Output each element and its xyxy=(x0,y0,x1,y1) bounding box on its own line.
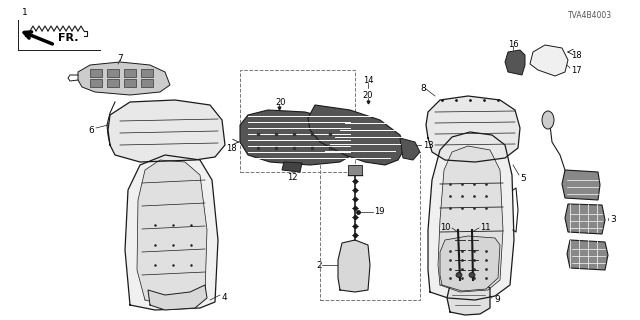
Bar xyxy=(141,79,153,87)
Bar xyxy=(107,69,119,77)
Text: 7: 7 xyxy=(117,53,123,62)
Text: 16: 16 xyxy=(508,39,518,49)
Text: 11: 11 xyxy=(480,223,490,233)
Polygon shape xyxy=(565,204,605,234)
Bar xyxy=(348,165,362,175)
Polygon shape xyxy=(400,138,420,160)
Polygon shape xyxy=(338,240,370,292)
Bar xyxy=(240,70,355,172)
Text: 12: 12 xyxy=(287,172,297,181)
Polygon shape xyxy=(505,50,525,75)
Text: 1: 1 xyxy=(22,7,28,17)
Bar xyxy=(107,79,119,87)
Polygon shape xyxy=(440,236,500,291)
Ellipse shape xyxy=(456,273,462,277)
Polygon shape xyxy=(438,146,503,292)
Polygon shape xyxy=(428,132,514,300)
Text: 6: 6 xyxy=(88,125,93,134)
Polygon shape xyxy=(137,160,207,305)
Text: 14: 14 xyxy=(363,76,373,84)
Text: 17: 17 xyxy=(571,66,582,75)
Polygon shape xyxy=(282,162,302,172)
Bar xyxy=(141,69,153,77)
Text: FR.: FR. xyxy=(58,33,79,43)
Bar xyxy=(124,69,136,77)
Text: 18: 18 xyxy=(571,51,582,60)
Polygon shape xyxy=(567,240,608,270)
Polygon shape xyxy=(447,280,490,315)
Text: 15: 15 xyxy=(358,133,369,142)
Text: 20: 20 xyxy=(363,91,373,100)
Bar xyxy=(320,152,420,300)
Polygon shape xyxy=(108,100,225,162)
Bar xyxy=(90,79,102,87)
Polygon shape xyxy=(426,96,520,162)
Text: 19: 19 xyxy=(374,207,385,217)
Bar xyxy=(124,79,136,87)
Text: 4: 4 xyxy=(222,293,228,302)
Polygon shape xyxy=(148,285,207,310)
Text: 8: 8 xyxy=(420,84,426,92)
Ellipse shape xyxy=(469,273,475,277)
Text: 18: 18 xyxy=(226,143,237,153)
Text: 9: 9 xyxy=(494,295,500,305)
Bar xyxy=(90,69,102,77)
Text: 20: 20 xyxy=(275,98,285,107)
Polygon shape xyxy=(240,110,355,165)
Text: 5: 5 xyxy=(520,173,525,182)
Polygon shape xyxy=(78,62,170,95)
Polygon shape xyxy=(530,45,568,76)
Text: 13: 13 xyxy=(423,140,434,149)
Text: 3: 3 xyxy=(610,215,616,225)
Text: 2: 2 xyxy=(316,260,322,269)
Ellipse shape xyxy=(542,111,554,129)
Text: 10: 10 xyxy=(440,223,451,233)
Polygon shape xyxy=(562,170,600,200)
Polygon shape xyxy=(125,155,218,310)
Text: TVA4B4003: TVA4B4003 xyxy=(568,11,612,20)
Polygon shape xyxy=(308,105,405,165)
